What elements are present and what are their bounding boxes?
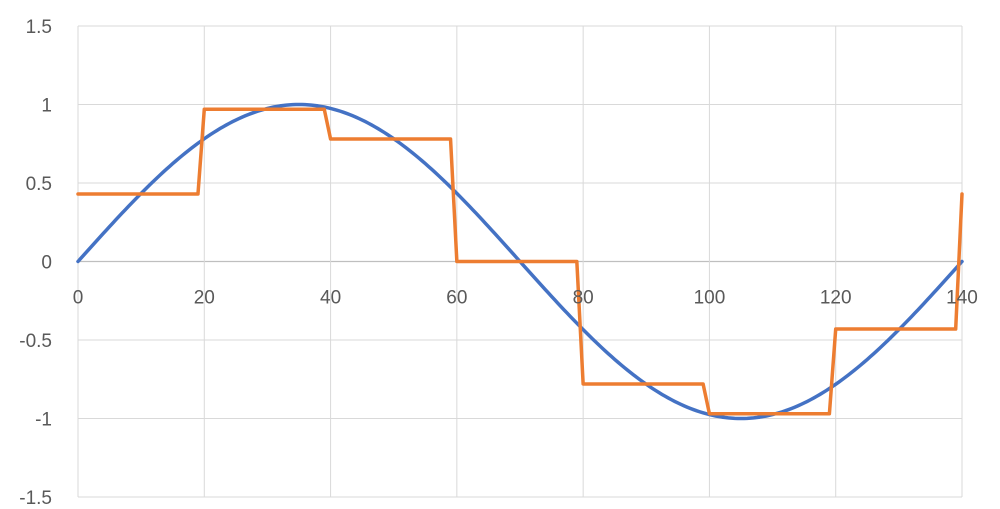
x-tick-label: 140	[946, 288, 978, 309]
y-tick-label: 1.5	[26, 17, 52, 38]
series-step-line	[76, 107, 964, 416]
x-tick-label: 60	[446, 288, 467, 309]
x-tick-label: 120	[820, 288, 852, 309]
x-tick-label: 80	[573, 288, 594, 309]
grid	[77, 25, 963, 498]
x-tick-label: 40	[320, 288, 341, 309]
y-tick-label: -1.5	[19, 488, 52, 509]
x-tick-label: 20	[194, 288, 215, 309]
y-axis-tick-labels: 1.5 1 0.5 0 -0.5 -1 -1.5	[19, 17, 52, 509]
x-tick-label: 0	[73, 288, 84, 309]
y-tick-label: -1	[35, 410, 52, 431]
x-axis-tick-labels: 0 20 40 60 80 100 120 140	[73, 288, 978, 309]
y-tick-label: 1	[41, 96, 52, 117]
series-layer	[76, 102, 964, 421]
y-tick-label: -0.5	[19, 331, 52, 352]
x-tick-label: 100	[694, 288, 726, 309]
y-tick-label: 0	[41, 253, 52, 274]
y-tick-label: 0.5	[26, 174, 52, 195]
